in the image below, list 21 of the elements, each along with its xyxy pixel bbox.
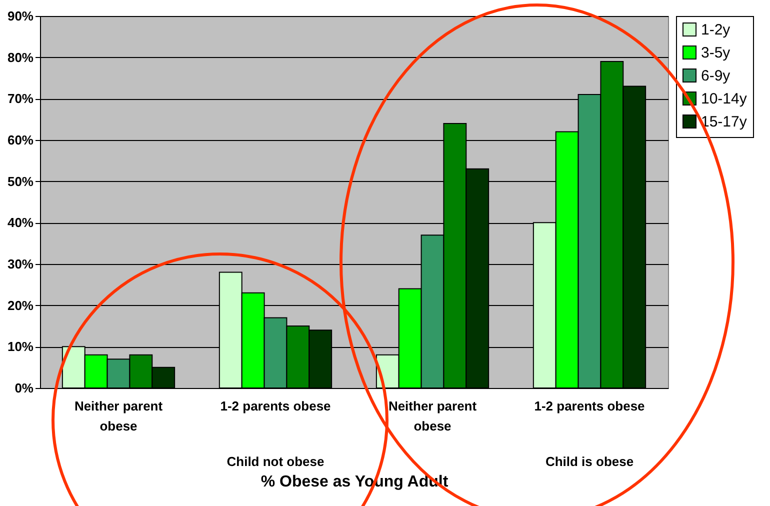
x-tick-label: 1-2 parents obese [534, 398, 645, 414]
y-tick-label: 20% [7, 298, 34, 313]
y-tick-label: 60% [7, 132, 34, 148]
y-tick-label: 0% [14, 380, 34, 396]
x-tick-label: Neither parent obese [388, 398, 478, 434]
legend-label: 15-17y [701, 114, 748, 130]
x-tick-label: Neither parent obese [74, 398, 164, 434]
legend-label: 3-5y [701, 44, 731, 62]
x-tick-label: 1-2 parents obese [220, 398, 331, 414]
legend-label: 10-14y [701, 90, 748, 108]
y-tick-label: 50% [7, 174, 34, 189]
y-tick-label: 40% [7, 215, 34, 230]
text: Child is obese [545, 454, 634, 469]
y-tick-label: 70% [7, 91, 34, 106]
legend-label: 6-9y [701, 68, 731, 84]
y-tick-label: 30% [7, 256, 34, 272]
y-tick-label: 10% [7, 339, 34, 354]
text: Child not obese [226, 454, 324, 469]
y-tick-label: 80% [7, 50, 34, 65]
y-tick-label: 90% [7, 8, 34, 24]
legend-label: 1-2y [701, 22, 731, 38]
